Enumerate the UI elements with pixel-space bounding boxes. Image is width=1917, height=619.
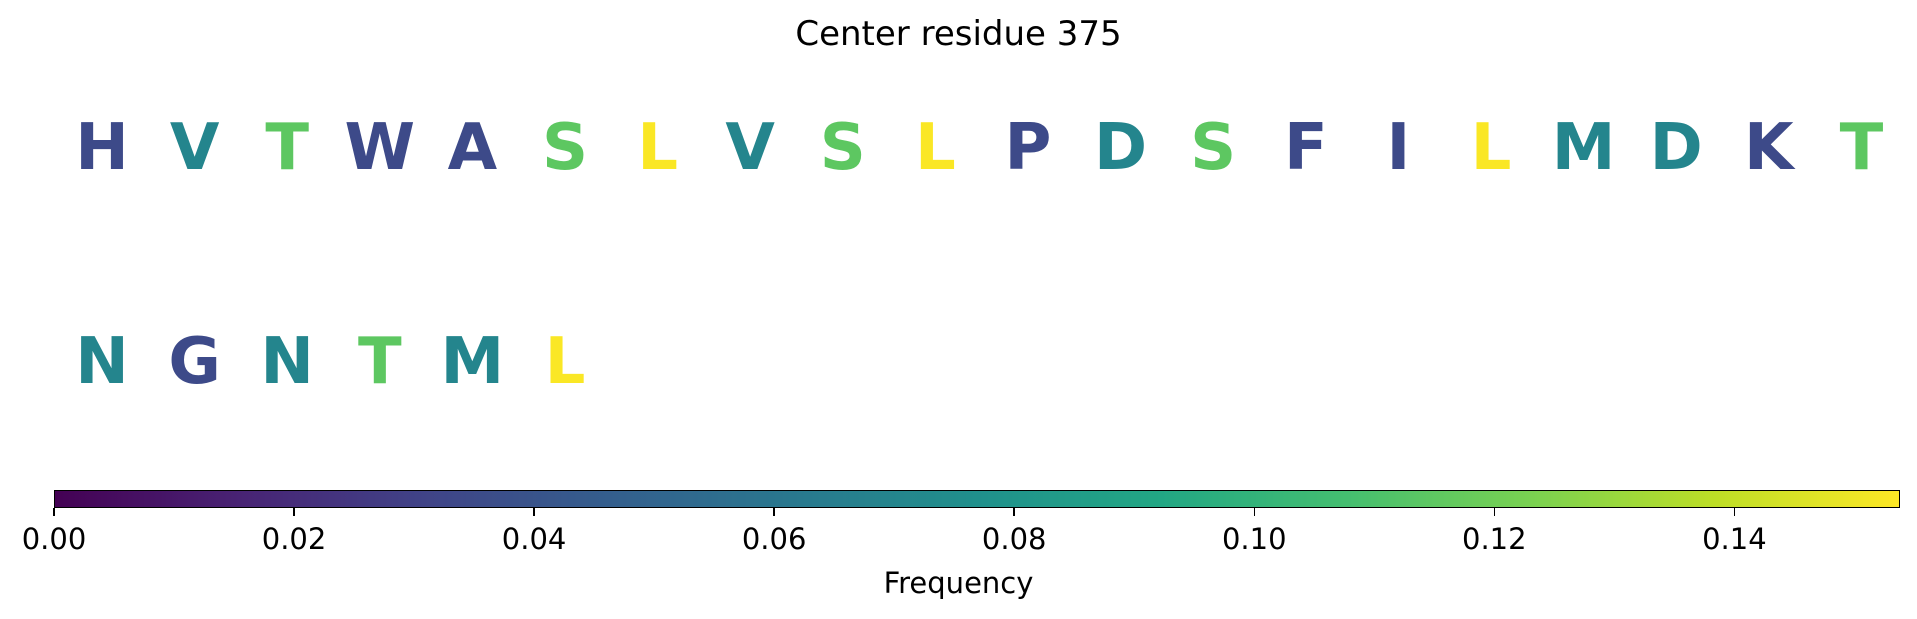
residue-letter: N [260, 325, 314, 399]
residue-letter: S [819, 111, 866, 185]
residue-letter: T [1839, 111, 1884, 185]
residue-letter: S [541, 111, 589, 185]
colorbar-label: Frequency [883, 566, 1034, 600]
residue-letter: T [357, 325, 402, 399]
colorbar-tick-mark [293, 508, 295, 516]
colorbar-tick-mark [1493, 508, 1496, 516]
colorbar-tick-label: 0.10 [1221, 522, 1287, 556]
colorbar-tick-label: 0.14 [1702, 522, 1767, 556]
colorbar-gradient [54, 490, 1900, 508]
residue-letter: V [169, 111, 220, 185]
colorbar-tick-mark [1253, 508, 1255, 516]
residue-letter: L [637, 111, 678, 185]
residue-letter: K [1744, 111, 1794, 185]
residue-letter: N [75, 325, 129, 399]
residue-letter: I [1386, 111, 1411, 185]
residue-letter: W [344, 111, 416, 185]
residue-letter: A [447, 111, 498, 185]
colorbar-tick-label: 0.02 [261, 522, 327, 556]
residue-letter: S [1190, 111, 1237, 185]
residue-letter: L [915, 111, 956, 185]
residue-letter: L [1470, 111, 1512, 185]
colorbar-tick-label: 0.04 [501, 522, 567, 556]
residue-letter: L [544, 325, 586, 399]
colorbar-tick-mark [773, 508, 775, 516]
colorbar-tick-label: 0.12 [1462, 522, 1527, 556]
residue-letter: P [1004, 111, 1052, 185]
residue-letter: D [1649, 111, 1703, 185]
colorbar-tick-mark [53, 508, 55, 516]
residue-letter: H [75, 111, 129, 185]
residue-letter: V [725, 111, 775, 185]
colorbar-tick-mark [1733, 508, 1736, 516]
colorbar-tick-label: 0.06 [741, 522, 807, 556]
chart-title: Center residue 375 [795, 14, 1122, 54]
residue-letter: D [1094, 111, 1148, 185]
residue-letter: M [1551, 111, 1616, 185]
colorbar: 0.00 0.02 0.04 0.06 0.08 0.10 0.12 0.14 [22, 490, 1900, 556]
residue-letter: M [440, 325, 505, 399]
colorbar-tick-mark [1013, 508, 1015, 516]
residue-letter: T [265, 111, 310, 185]
colorbar-tick-label: 0.00 [21, 522, 87, 556]
colorbar-tick-label: 0.08 [981, 522, 1047, 556]
residue-letter: G [168, 325, 221, 399]
colorbar-tick-mark [533, 508, 535, 516]
residue-letter: F [1283, 111, 1328, 185]
